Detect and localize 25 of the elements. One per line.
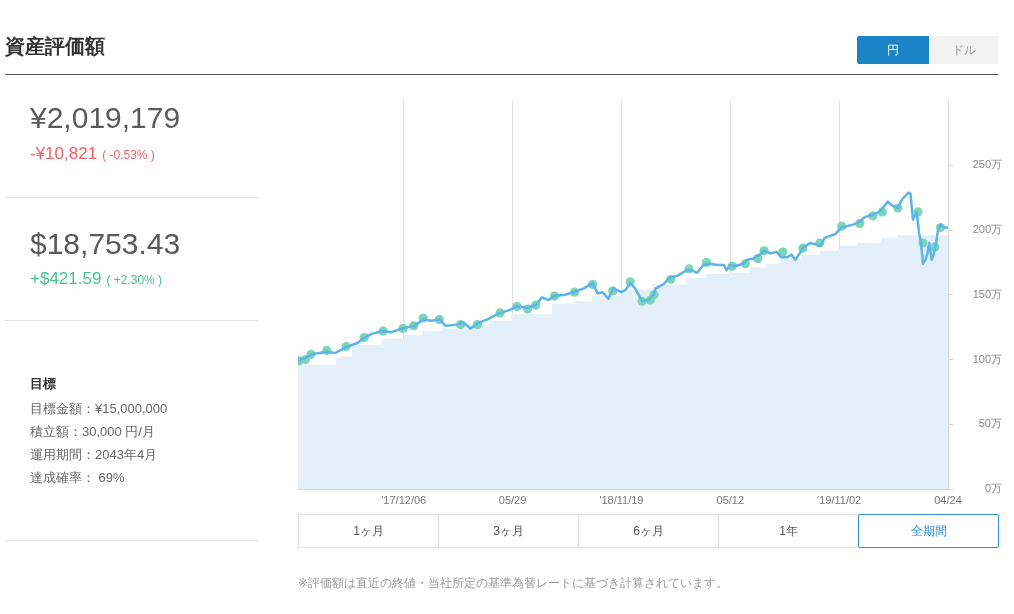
text: $18,753.43 [30, 227, 181, 260]
text: 達成確率： 69% [30, 470, 125, 485]
text: ( +2.30% ) [106, 273, 163, 287]
y-tick-label: 50万 [978, 417, 1002, 430]
x-tick-label: 05/12 [716, 493, 745, 506]
y-tick-label: 100万 [972, 352, 1002, 365]
text: ※評価額は直近の終値・当社所定の基準為替レートに基づき計算されています。 [298, 575, 729, 592]
text: 積立額：30,000 円/月 [30, 424, 155, 439]
text: 運用期間：2043年4月 [30, 447, 158, 462]
x-tick-label: 05/29 [498, 493, 527, 506]
text: ( -0.53% ) [102, 148, 155, 162]
x-tick-label: '19/11/02 [817, 493, 862, 506]
y-tick-label: 200万 [972, 223, 1002, 236]
x-tick-label: '18/11/19 [599, 493, 644, 506]
text: -¥10,821 [30, 144, 98, 163]
text: 目標 [30, 376, 56, 391]
y-tick-label: 250万 [972, 158, 1002, 171]
y-tick-label: 0万 [984, 482, 1002, 495]
text: 資産評価額 [5, 34, 105, 59]
text: +$421.59 [30, 269, 102, 288]
text: 目標金額：¥15,000,000 [30, 401, 168, 416]
x-tick-label: 04/24 [934, 493, 962, 506]
x-tick-label: '17/12/06 [381, 493, 427, 506]
text: ¥2,019,179 [30, 101, 181, 134]
y-tick-label: 150万 [972, 287, 1002, 300]
